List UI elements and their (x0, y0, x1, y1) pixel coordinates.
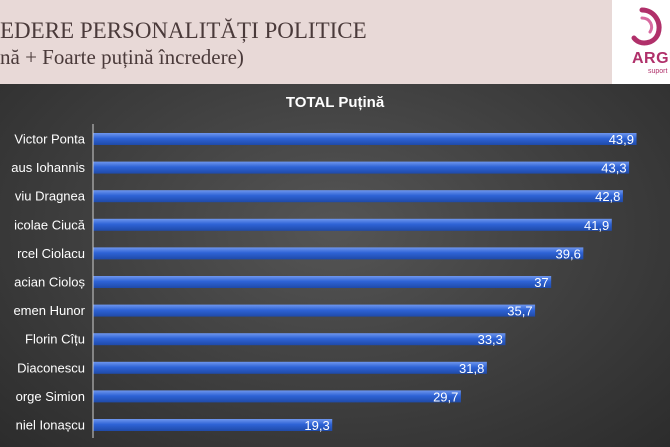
data-label: 35,7 (507, 304, 532, 319)
bar (93, 276, 552, 288)
bar (93, 390, 461, 403)
data-label: 29,7 (433, 389, 458, 404)
data-label: 33,3 (478, 332, 503, 347)
bar (93, 304, 536, 317)
page-subtitle: nă + Foarte puțină încredere) (0, 45, 244, 69)
category-label: aus Iohannis (11, 160, 85, 175)
data-label: 37 (534, 275, 548, 290)
data-label: 31,8 (459, 361, 484, 376)
bar (93, 218, 612, 231)
bar (93, 361, 487, 374)
category-label: Victor Ponta (14, 132, 85, 147)
header-banner: EDERE PERSONALITĂȚI POLITICE nă + Foarte… (0, 0, 670, 84)
data-label: 43,9 (609, 132, 634, 147)
logo-wordmark: ARGU (632, 50, 670, 67)
data-label: 39,6 (556, 246, 581, 261)
logo-tagline: suport (648, 68, 668, 75)
data-label: 43,3 (601, 161, 626, 176)
bar (93, 161, 630, 174)
category-label: emen Hunor (13, 303, 85, 318)
brand-logo: ARGU suport (612, 0, 670, 84)
chart-title: TOTAL Puțină (285, 94, 385, 111)
category-label: acian Cioloș (14, 275, 85, 290)
category-label: orge Simion (16, 389, 85, 404)
bar-chart: Victor Ponta 43,9 aus Iohannis 43,3 viu Drag… (11, 124, 637, 438)
page-title: EDERE PERSONALITĂȚI POLITICE (0, 18, 367, 43)
bar (93, 419, 333, 431)
data-label: 41,9 (584, 218, 609, 233)
data-label: 42,8 (595, 189, 620, 204)
category-label: rcel Ciolacu (17, 246, 85, 261)
category-label: Florin Cîțu (25, 332, 85, 347)
bar (93, 333, 506, 346)
category-label: viu Dragnea (15, 189, 86, 204)
category-label: Diaconescu (17, 360, 85, 375)
data-label: 19,3 (304, 418, 329, 433)
bar (93, 133, 637, 145)
bar (93, 247, 584, 260)
bar (93, 190, 623, 203)
logo-mark-icon (631, 7, 662, 46)
category-label: niel Ionașcu (16, 418, 85, 433)
category-label: icolae Ciucă (14, 217, 86, 232)
chart-area: TOTAL Puțină Victor Ponta 43,9 aus Iohanni… (0, 84, 670, 447)
